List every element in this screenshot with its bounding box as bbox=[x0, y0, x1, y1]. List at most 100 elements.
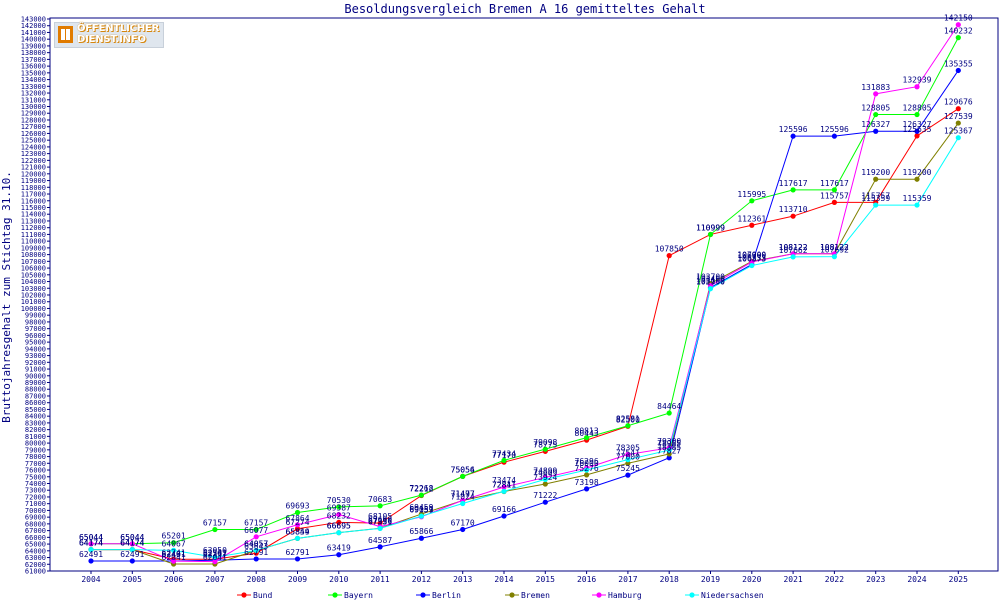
y-tick-label: 98000 bbox=[25, 318, 46, 326]
y-tick-label: 97000 bbox=[25, 325, 46, 333]
data-label-berlin: 63419 bbox=[327, 544, 351, 553]
legend-label-bayern: Bayern bbox=[344, 591, 373, 600]
data-label-bund: 72212 bbox=[409, 485, 433, 494]
y-axis-label: Bruttojahresgehalt zum Stichtag 31.10. bbox=[0, 171, 13, 423]
y-tick-label: 117000 bbox=[21, 191, 46, 199]
data-point-bayern bbox=[707, 231, 714, 238]
data-label-hamburg: 65044 bbox=[120, 533, 144, 542]
y-tick-label: 85000 bbox=[25, 406, 46, 414]
data-label-niedersachsen: 64067 bbox=[162, 539, 186, 548]
data-point-bayern bbox=[336, 504, 342, 510]
series-layer bbox=[88, 22, 961, 567]
data-point-niedersachsen bbox=[831, 254, 838, 260]
data-label-berlin: 65866 bbox=[409, 527, 433, 536]
y-tick-label: 70000 bbox=[25, 507, 46, 515]
series-line-bayern bbox=[91, 37, 959, 545]
y-tick-label: 71000 bbox=[25, 500, 46, 508]
data-point-bund bbox=[914, 133, 920, 139]
x-tick-label: 2013 bbox=[453, 575, 472, 584]
y-tick-label: 68000 bbox=[25, 520, 46, 528]
data-point-berlin bbox=[584, 486, 590, 492]
y-tick-label: 93000 bbox=[25, 352, 46, 360]
y-tick-label: 63000 bbox=[25, 554, 46, 562]
data-point-hamburg bbox=[88, 541, 94, 547]
data-label-bremen: 77000 bbox=[616, 452, 640, 461]
data-point-niedersachsen bbox=[212, 554, 218, 560]
x-tick-label: 2016 bbox=[577, 575, 596, 584]
y-tick-label: 130000 bbox=[21, 103, 46, 111]
data-label-niedersachsen: 115359 bbox=[861, 194, 890, 203]
y-tick-label: 114000 bbox=[21, 211, 46, 219]
data-label-hamburg: 66077 bbox=[244, 526, 268, 535]
data-point-bayern bbox=[955, 35, 961, 41]
data-point-bremen bbox=[955, 120, 961, 126]
y-tick-label: 96000 bbox=[25, 332, 46, 340]
data-point-hamburg bbox=[171, 558, 177, 564]
data-point-bayern bbox=[542, 446, 548, 452]
data-label-bund: 113710 bbox=[779, 205, 808, 214]
x-tick-label: 2008 bbox=[247, 575, 266, 584]
data-label-hamburg: 73474 bbox=[492, 476, 516, 485]
y-tick-label: 87000 bbox=[25, 392, 46, 400]
data-labels: 64174 64174 62741 62741 63643 67274 68232 68105… bbox=[79, 14, 973, 562]
data-label-bayern: 67157 bbox=[244, 519, 268, 528]
y-tick-label: 122000 bbox=[21, 157, 46, 165]
data-point-bayern bbox=[418, 492, 424, 498]
publisher-logo: ÖFFENTLICHER DIENST.INFO bbox=[54, 22, 164, 48]
data-label-niedersachsen: 78955 bbox=[657, 439, 681, 448]
data-label-bayern: 79098 bbox=[533, 438, 557, 447]
data-label-hamburg: 69387 bbox=[327, 504, 351, 513]
y-tick-label: 100000 bbox=[21, 305, 46, 313]
x-tick-label: 2020 bbox=[742, 575, 761, 584]
data-label-bund: 78775 bbox=[533, 440, 557, 449]
y-tick-label: 74000 bbox=[25, 480, 46, 488]
data-point-bayern bbox=[171, 540, 177, 546]
data-label-bayern: 65044 bbox=[79, 533, 103, 542]
y-tick-label: 141000 bbox=[21, 29, 46, 37]
data-point-niedersachsen bbox=[336, 530, 342, 536]
data-point-berlin bbox=[666, 455, 672, 461]
data-label-bund: 129676 bbox=[944, 98, 973, 107]
y-tick-label: 123000 bbox=[21, 150, 46, 158]
x-tick-label: 2004 bbox=[81, 575, 100, 584]
data-label-bund: 63643 bbox=[244, 542, 268, 551]
data-point-hamburg bbox=[336, 511, 342, 518]
x-tick-label: 2023 bbox=[866, 575, 885, 584]
y-tick-label: 135000 bbox=[21, 69, 46, 77]
logo-line-1: ÖFFENTLICHER bbox=[77, 23, 160, 34]
data-label-bund: 115757 bbox=[861, 191, 890, 200]
data-label-berlin: 64587 bbox=[368, 536, 392, 545]
data-label-berlin: 62791 bbox=[244, 548, 268, 557]
data-label-niedersachsen: 67331 bbox=[368, 517, 392, 526]
data-point-niedersachsen bbox=[914, 202, 920, 208]
legend: Bund Bayern Berlin Bremen Hamburg Niedersachs… bbox=[237, 591, 764, 600]
x-tick-label: 2007 bbox=[205, 575, 224, 584]
data-label-bayern: 140232 bbox=[944, 27, 973, 36]
y-tick-label: 89000 bbox=[25, 379, 46, 387]
data-point-bayern bbox=[625, 423, 631, 429]
data-point-berlin bbox=[625, 472, 631, 478]
data-point-bremen bbox=[873, 176, 879, 182]
y-tick-label: 82000 bbox=[25, 426, 46, 434]
data-label-berlin: 62491 bbox=[79, 550, 103, 559]
data-label-niedersachsen: 102950 bbox=[696, 278, 725, 287]
x-tick-label: 2010 bbox=[329, 575, 348, 584]
data-label-hamburg: 62461 bbox=[162, 550, 186, 559]
data-label-berlin: 69166 bbox=[492, 505, 516, 514]
data-label-hamburg: 67600 bbox=[368, 516, 392, 525]
data-label-bund: 110999 bbox=[696, 223, 725, 232]
y-tick-label: 129000 bbox=[21, 110, 46, 118]
data-label-bremen: 62041 bbox=[162, 553, 186, 562]
y-tick-label: 64000 bbox=[25, 547, 46, 555]
y-tick-label: 138000 bbox=[21, 49, 46, 57]
data-point-berlin bbox=[831, 133, 838, 139]
x-tick-label: 2022 bbox=[825, 575, 844, 584]
data-point-niedersachsen bbox=[501, 488, 507, 494]
data-point-niedersachsen bbox=[294, 535, 301, 541]
y-tick-label: 65000 bbox=[25, 541, 46, 549]
data-label-niedersachsen: 76000 bbox=[575, 459, 599, 468]
data-label-berlin: 62597 bbox=[203, 549, 227, 558]
data-label-bayern: 77434 bbox=[492, 449, 516, 458]
data-point-niedersachsen bbox=[749, 262, 755, 269]
